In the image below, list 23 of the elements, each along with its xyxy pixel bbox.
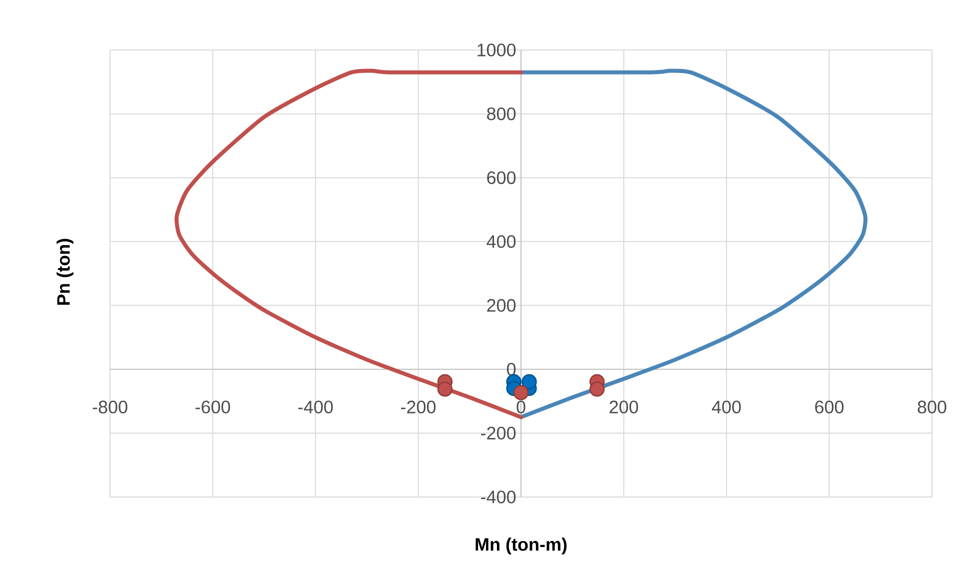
x-tick-label: 800 bbox=[918, 400, 946, 414]
x-tick-label: -400 bbox=[298, 400, 333, 414]
x-tick-label: -800 bbox=[92, 400, 128, 414]
y-axis-title: Pn (ton) bbox=[56, 238, 74, 305]
point bbox=[513, 384, 529, 400]
y-tick-label: 1000 bbox=[478, 44, 516, 56]
x-tick-label: 200 bbox=[610, 400, 638, 414]
point bbox=[589, 381, 605, 397]
x-tick-label: 400 bbox=[712, 400, 741, 414]
x-tick-label: 600 bbox=[815, 400, 844, 414]
x-tick-label: 0 bbox=[516, 400, 526, 414]
y-tick-label: -400 bbox=[481, 490, 516, 504]
line-series bbox=[174, 68, 524, 420]
y-tick-label: 600 bbox=[487, 171, 516, 184]
point bbox=[437, 381, 453, 397]
x-tick-label: -600 bbox=[196, 400, 230, 414]
y-tick-label: 200 bbox=[487, 299, 516, 312]
x-axis-title: Mn (ton-m) bbox=[476, 538, 567, 554]
x-tick-label: -200 bbox=[401, 400, 436, 414]
point bbox=[522, 374, 537, 390]
y-tick-label: 800 bbox=[487, 107, 516, 120]
y-tick-label: -200 bbox=[481, 426, 516, 440]
y-tick-label: 400 bbox=[486, 235, 516, 248]
